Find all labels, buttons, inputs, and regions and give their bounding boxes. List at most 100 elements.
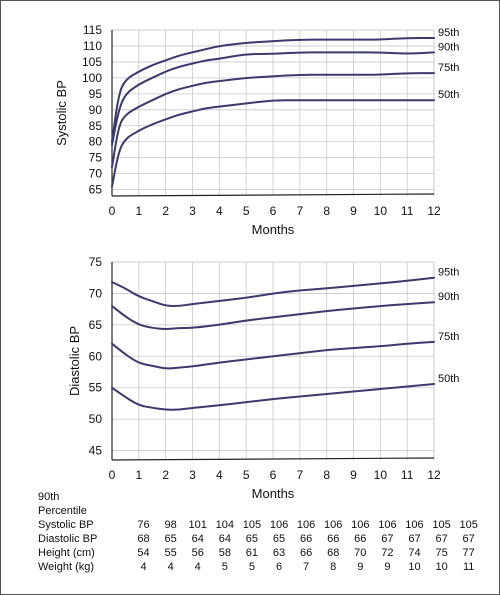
chart1-series-95th-label: 95th: [438, 27, 459, 39]
table-row-label: Height (cm): [38, 547, 95, 559]
table-cell: 63: [272, 547, 286, 559]
table-cell: 74: [408, 547, 421, 559]
table-cell: 67: [381, 533, 394, 545]
chart1-xtick-label: 1: [135, 204, 142, 218]
chart2-xtick-label: 5: [243, 468, 250, 482]
table-cell: 105: [459, 519, 478, 531]
table-row: Diastolic BP 68 65 64 64 65 65 66 66 66 67 67 67 67: [38, 532, 482, 546]
chart1-ytick-label: 65: [89, 183, 103, 197]
chart1-ytick-label: 75: [89, 151, 103, 165]
chart1-ytick-label: 110: [83, 39, 102, 53]
table-cell: 106: [296, 519, 316, 531]
chart1-xtick-label: 11: [401, 204, 414, 218]
chart1-ytick-label: 90: [89, 103, 103, 117]
table-cell: 104: [215, 519, 234, 531]
chart1-ytick-label: 95: [89, 87, 103, 101]
table-cell: 4: [140, 561, 147, 573]
table-cell: 64: [218, 533, 231, 545]
table-cell: 67: [462, 533, 475, 545]
chart1-series-90th-label: 90th: [438, 41, 459, 53]
table-cell: 66: [299, 547, 313, 559]
chart1-ytick-label: 70: [89, 167, 103, 181]
chart1-xtick-label: 4: [216, 204, 223, 218]
chart2-ytick-label: 50: [89, 412, 103, 426]
table-cell: 66: [327, 533, 340, 545]
table-cell: 105: [242, 519, 262, 531]
table-cell: 65: [245, 533, 259, 545]
table-cell: 76: [137, 519, 150, 531]
table-cell: 10: [408, 561, 421, 573]
table-cell: 61: [245, 547, 259, 559]
chart2-series-95th-line: [111, 276, 435, 307]
chart2-xtick-label: 12: [427, 468, 441, 482]
table-cell: 66: [299, 533, 313, 545]
chart2-xtick-label: 1: [135, 468, 142, 482]
table-header-row-2: Percentile: [38, 504, 482, 518]
table-cell: 65: [272, 533, 286, 545]
chart2-series-50th-line: [111, 382, 435, 411]
chart2-xtick-label: 6: [270, 468, 277, 482]
table-cell: 4: [194, 561, 201, 573]
table-cell: 8: [330, 561, 337, 573]
chart2-xtick-label: 8: [323, 468, 330, 482]
table-cell: 72: [381, 547, 394, 559]
chart2-xtick-label: 9: [350, 468, 357, 482]
chart2-ytick-label: 60: [89, 349, 103, 363]
table-cell: 106: [269, 519, 289, 531]
chart1-xtick-label: 9: [350, 204, 357, 218]
table-cell: 6: [275, 561, 283, 573]
table-cell: 67: [435, 533, 448, 545]
table-cell: 11: [462, 561, 475, 573]
chart2-series-90th-line: [111, 301, 435, 330]
table-row-label: Weight (kg): [38, 561, 95, 573]
table-cell: 7: [303, 561, 310, 573]
table-cell: 54: [137, 547, 150, 559]
chart1-ytick-label: 105: [82, 55, 102, 69]
chart1-xtick-label: 3: [189, 204, 196, 218]
chart1-ytick-label: 100: [82, 71, 102, 85]
chart2-ytick-label: 70: [89, 286, 103, 300]
table-cell: 65: [164, 533, 177, 545]
chart1-xtick-label: 2: [162, 204, 169, 218]
chart2-xtick-label: 0: [109, 468, 116, 482]
table-cell: 105: [432, 519, 451, 531]
chart2-x-axis: [111, 457, 435, 461]
chart1-xtick-label: 5: [243, 204, 250, 218]
chart1-ytick-label: 85: [89, 119, 103, 133]
chart2-xtick-label: 4: [216, 468, 223, 482]
chart2-xtick-label: 3: [189, 468, 196, 482]
chart1-ytick-label: 80: [89, 135, 103, 149]
chart1-xtick-label: 7: [296, 204, 303, 218]
table-cell: 10: [435, 561, 448, 573]
chart1-xtick-label: 8: [323, 204, 330, 218]
chart1-series-75th-line: [111, 72, 435, 169]
table-cell: 58: [218, 547, 231, 559]
table-row: Systolic BP 76 98 101 104 105 106 106 106 106 106 1…: [38, 518, 482, 532]
chart2-ytick-label: 75: [89, 255, 103, 269]
table-cell: 5: [248, 561, 255, 573]
table-cell: 55: [164, 547, 177, 559]
table-row: Height (cm) 54 55 56 58 61 63 66 68 70 72 74 75 77: [38, 546, 482, 560]
chart2-x-axis-title: Months: [252, 486, 295, 501]
chart2-series-90th-label: 90th: [438, 291, 459, 303]
table-cell: 67: [408, 533, 421, 545]
table-cell: 106: [378, 519, 397, 531]
chart2-ytick-label: 65: [89, 318, 103, 332]
chart2-series-50th-label: 50th: [438, 373, 459, 385]
table-header-90th: 90th: [38, 491, 60, 503]
chart1-ytick-label: 115: [83, 23, 102, 37]
table-cell: 68: [137, 533, 150, 545]
chart1-xtick-label: 0: [109, 204, 116, 218]
table-cell: 77: [462, 547, 475, 559]
chart1-x-axis: [111, 193, 435, 197]
table-row: Weight (kg) 4 4 4 5 5 6 7 8 9 9 10 10 11: [38, 560, 482, 574]
table-cell: 9: [357, 561, 364, 573]
table-cell: 106: [324, 519, 343, 531]
table-cell: 106: [351, 519, 370, 531]
table-cell: 4: [167, 561, 174, 573]
chart2-ytick-label: 45: [89, 444, 103, 458]
table-cell: 5: [221, 561, 228, 573]
table-cell: 68: [327, 547, 340, 559]
chart2-series-95th-label: 95th: [438, 267, 459, 279]
